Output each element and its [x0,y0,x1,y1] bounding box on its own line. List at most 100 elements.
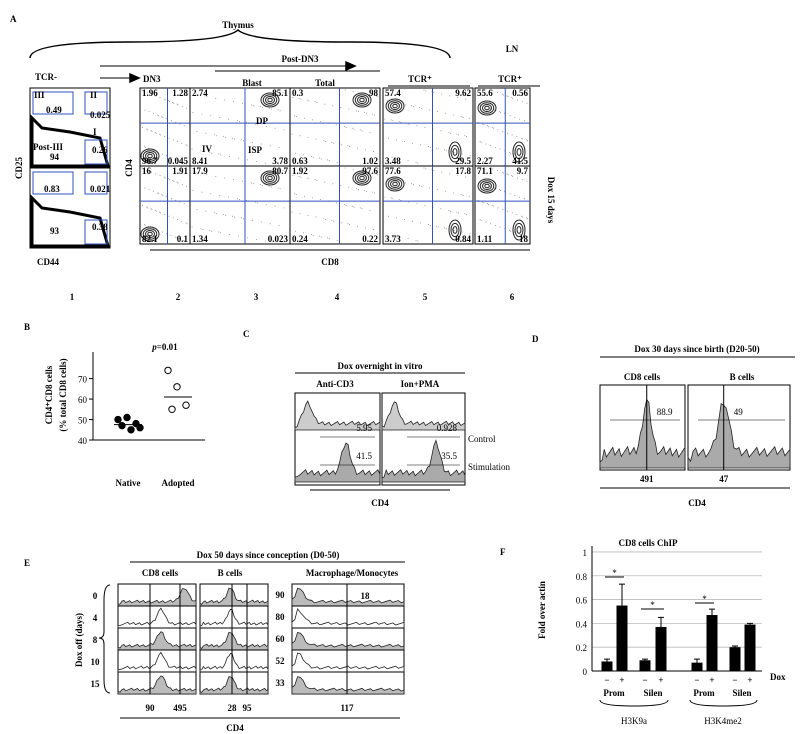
event [150,130,152,132]
event [347,223,349,225]
event [404,182,406,184]
data-point [123,413,131,422]
event [347,145,349,147]
event [179,161,181,163]
quadrant-value: 0.22 [362,234,378,244]
event [252,105,254,107]
bar [744,624,756,671]
histogram [687,403,791,469]
event [499,148,501,150]
event [158,193,160,195]
marker-value: 90 [146,703,156,713]
event [172,139,174,141]
event [348,186,350,188]
quadrant-value: 18 [519,234,529,244]
event [503,112,505,114]
header: Ion+PMA [401,379,440,389]
contour [265,96,275,104]
event [155,210,157,212]
event [168,178,170,180]
event [269,145,271,147]
event [519,156,521,158]
event [506,95,508,97]
event [141,126,143,128]
event [315,138,317,140]
event [516,136,518,138]
event [419,106,421,108]
event [420,107,422,109]
event [357,147,359,149]
event [419,144,421,146]
quadrant-value: 16 [142,166,152,176]
event [151,131,153,133]
event [241,180,243,182]
event [209,229,211,231]
title: Dox 30 days since birth (D20-50) [634,344,759,354]
quadrant-value: 3.73 [385,234,401,244]
event [452,192,454,194]
event [164,214,166,216]
contour [477,100,497,116]
dox-sign: + [747,675,752,685]
header: TCR⁺ [498,74,522,84]
contour [484,183,490,189]
event [519,196,521,198]
event [488,204,490,206]
event [214,134,216,136]
event [457,174,459,176]
event [492,90,494,92]
axis-label: CD4 [371,498,389,508]
event [507,96,509,98]
event [506,210,508,212]
event [519,234,521,236]
event [449,95,451,97]
significance-star: * [702,594,707,604]
event [176,181,178,183]
gate [84,219,108,245]
contour [390,180,400,188]
event [303,195,305,197]
contour [479,180,495,192]
event [307,214,309,216]
quadrant-value: 3.78 [272,156,288,166]
event [186,223,188,225]
event [491,126,493,128]
event [166,155,168,157]
event [427,224,429,226]
gate-value: 0.025 [90,110,111,120]
event [218,153,220,155]
error-bar [604,658,610,665]
event [331,141,333,143]
event [303,232,305,234]
row-label: 4 [93,613,98,623]
quadrant-value: 82.1 [142,234,158,244]
event [183,161,185,163]
event [250,182,252,184]
event [183,239,185,241]
event [315,216,317,218]
column-number: 6 [510,292,515,302]
histogram [381,401,466,431]
event [234,216,236,218]
event [373,114,375,116]
event [492,205,494,207]
contour [514,144,524,160]
brace [599,699,758,707]
event [509,229,511,231]
event [197,172,199,174]
contour [392,103,398,109]
event [335,124,337,126]
event [255,239,257,241]
region-label: Prom [603,688,625,698]
bar [655,626,667,671]
event [466,214,468,216]
event [166,233,168,235]
event [328,238,330,240]
event [482,201,484,203]
event [433,169,435,171]
event [372,191,374,193]
event [159,174,161,176]
y-axis-label: (% total CD8 cells) [58,358,68,431]
gate-value: 41.5 [356,451,372,461]
p-symbol: p [151,342,157,352]
